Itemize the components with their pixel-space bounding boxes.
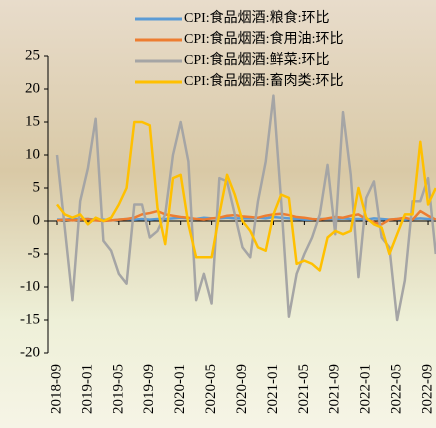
x-tick-label: 2019-05	[110, 364, 126, 414]
y-tick-label: 5	[33, 179, 41, 195]
x-tick-label: 2019-01	[79, 364, 95, 414]
y-tick-label: -15	[20, 311, 40, 327]
y-tick-label: -10	[20, 278, 40, 294]
x-tick-label: 2022-09	[419, 364, 435, 414]
legend-label: CPI:食品烟酒:鲜菜:环比	[184, 51, 329, 68]
legend-label: CPI:食品烟酒:畜肉类:环比	[184, 72, 343, 89]
x-tick-label: 2020-01	[172, 364, 188, 414]
y-tick-label: 25	[25, 47, 40, 63]
y-tick-label: 15	[25, 113, 40, 129]
x-tick-label: 2021-09	[327, 364, 343, 414]
x-tick-label: 2022-01	[358, 364, 374, 414]
x-tick-label: 2021-01	[265, 364, 281, 414]
x-tick-label: 2021-05	[296, 364, 312, 414]
x-tick-label: 2022-05	[389, 364, 405, 414]
x-tick-label: 2020-09	[234, 364, 250, 414]
x-tick-label: 2018-09	[48, 364, 64, 414]
y-tick-label: -5	[28, 245, 41, 261]
y-tick-label: 0	[33, 212, 41, 228]
legend: CPI:食品烟酒:粮食:环比 CPI:食品烟酒:食用油:环比 CPI:食品烟酒:鲜菜…	[135, 9, 343, 89]
x-tick-label: 2019-09	[141, 364, 157, 414]
y-tick-label: 10	[25, 146, 40, 162]
x-tick-label: 2020-05	[203, 364, 219, 414]
legend-label: CPI:食品烟酒:食用油:环比	[184, 30, 343, 47]
legend-label: CPI:食品烟酒:粮食:环比	[184, 9, 329, 26]
y-tick-label: -20	[20, 344, 40, 360]
series-line	[55, 94, 436, 322]
series-line	[56, 120, 436, 272]
y-tick-label: 20	[25, 80, 40, 96]
